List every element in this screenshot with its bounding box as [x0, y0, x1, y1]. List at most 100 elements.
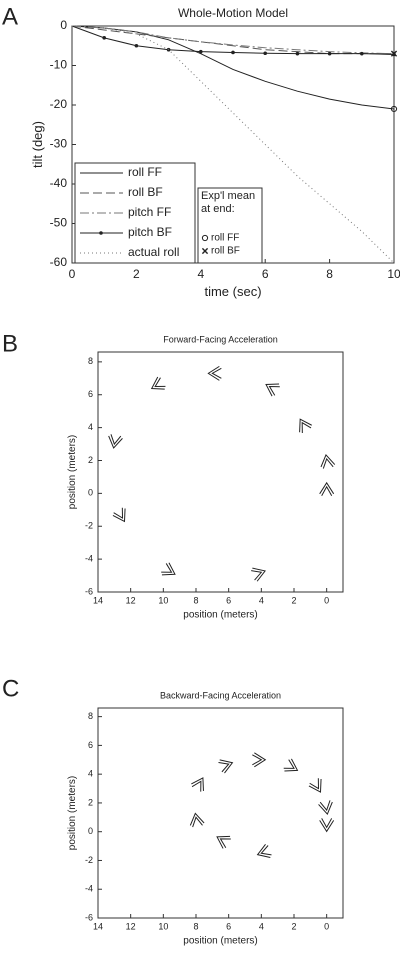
- chevron-inner: [113, 507, 124, 519]
- y-tick-label: 6: [88, 740, 93, 750]
- x-tick-label: 6: [226, 595, 231, 605]
- chevron-inner: [218, 761, 230, 773]
- chevron: [218, 759, 234, 774]
- chevron-inner: [252, 754, 263, 766]
- series-marker: [199, 49, 203, 54]
- chart-title: Whole-Motion Model: [178, 6, 288, 20]
- legend-label: pitch BF: [128, 225, 172, 239]
- y-tick-label: 4: [88, 422, 93, 432]
- x-tick-label: 14: [93, 921, 103, 931]
- chevron-inner: [191, 780, 202, 792]
- y-tick-label: -4: [85, 884, 93, 894]
- chevron-outer: [265, 383, 280, 397]
- chevron: [112, 507, 126, 523]
- x-tick-label: 6: [226, 921, 231, 931]
- series-line: [71, 25, 395, 55]
- legend-box: [74, 162, 196, 264]
- chevron-inner: [321, 485, 333, 497]
- chevron: [299, 418, 312, 433]
- x-tick-label: 12: [126, 595, 136, 605]
- series-marker: [327, 51, 332, 56]
- chevron-outer: [256, 843, 271, 858]
- chevron: [189, 812, 205, 828]
- series-marker: [134, 43, 139, 48]
- x-tick-label: 10: [158, 921, 168, 931]
- y-tick-label: -50: [50, 216, 68, 230]
- x-tick-label: 0: [324, 595, 329, 605]
- chevron-outer: [254, 752, 267, 768]
- x-tick-label: 8: [193, 921, 198, 931]
- exp-marker: [390, 105, 398, 113]
- chevron-inner: [251, 570, 263, 581]
- chevron-outer: [108, 435, 123, 449]
- chevron-outer: [252, 567, 266, 582]
- y-tick-label: -60: [50, 255, 68, 269]
- x-tick-label: 4: [259, 595, 264, 605]
- chart-title: Forward-Facing Acceleration: [163, 334, 278, 344]
- y-axis-label: position (meters): [67, 776, 78, 850]
- annotation-label: roll BF: [211, 246, 240, 257]
- chevron-inner: [161, 563, 173, 573]
- y-tick-label: -6: [85, 912, 93, 922]
- y-tick-label: -30: [50, 137, 68, 151]
- annotation-label: roll FF: [211, 233, 239, 244]
- x-tick-label: 0: [69, 267, 76, 281]
- y-tick-label: 0: [60, 18, 67, 32]
- chevron: [108, 434, 123, 449]
- y-tick-label: -2: [85, 521, 93, 531]
- y-tick-label: -40: [50, 176, 68, 190]
- chevron-inner: [110, 434, 122, 446]
- chevron: [318, 800, 333, 815]
- x-tick-label: 8: [193, 595, 198, 605]
- y-tick-label: 0: [88, 488, 93, 498]
- x-tick-label: 12: [126, 921, 136, 931]
- annotation-box: [197, 187, 263, 264]
- y-tick-label: 2: [88, 797, 93, 807]
- y-tick-label: 4: [88, 769, 93, 779]
- x-tick-label: 2: [133, 267, 140, 281]
- legend-label: pitch FF: [128, 205, 171, 219]
- y-axis-label: position (meters): [67, 435, 78, 509]
- chevron-outer: [207, 365, 220, 381]
- exp-marker: [390, 50, 398, 57]
- y-tick-label: -2: [85, 855, 93, 865]
- y-tick-label: 8: [88, 356, 93, 366]
- chevron-outer: [216, 835, 231, 849]
- chevron-inner: [301, 421, 312, 433]
- chevron-inner: [219, 838, 231, 848]
- y-tick-label: 0: [88, 826, 93, 836]
- chevron-outer: [299, 418, 312, 433]
- y-tick-label: 2: [88, 455, 93, 465]
- chevron: [191, 777, 204, 792]
- legend-swatch-marker: [99, 231, 103, 235]
- series-marker: [360, 51, 364, 56]
- chevron: [251, 567, 266, 582]
- chevron-inner: [211, 367, 222, 379]
- panel-letter: C: [2, 675, 19, 702]
- chevron: [161, 562, 176, 576]
- chevron: [150, 376, 166, 390]
- x-tick-label: 0: [324, 921, 329, 931]
- chevron: [265, 383, 280, 397]
- x-tick-label: 2: [291, 595, 296, 605]
- chevron-outer: [308, 778, 322, 793]
- x-tick-label: 2: [291, 921, 296, 931]
- chevron: [216, 835, 231, 849]
- chevron-outer: [161, 562, 176, 576]
- legend-label: roll BF: [128, 185, 163, 199]
- chevron-inner: [192, 816, 203, 828]
- y-axis-label: tilt (deg): [30, 121, 45, 168]
- chevron: [252, 752, 267, 768]
- series-line: [71, 25, 394, 55]
- exp-marker: [201, 247, 209, 255]
- series-marker: [102, 36, 106, 40]
- chevron-outer: [150, 376, 165, 390]
- y-tick-label: -10: [50, 58, 68, 72]
- chevron-inner: [319, 800, 331, 812]
- panel-letter: A: [2, 3, 18, 30]
- series-marker: [231, 50, 235, 55]
- annotation-title: Exp'l mean at end:: [201, 190, 256, 215]
- y-tick-label: -4: [85, 553, 93, 563]
- annotation-title-holder: Exp'l mean at end:: [201, 190, 256, 215]
